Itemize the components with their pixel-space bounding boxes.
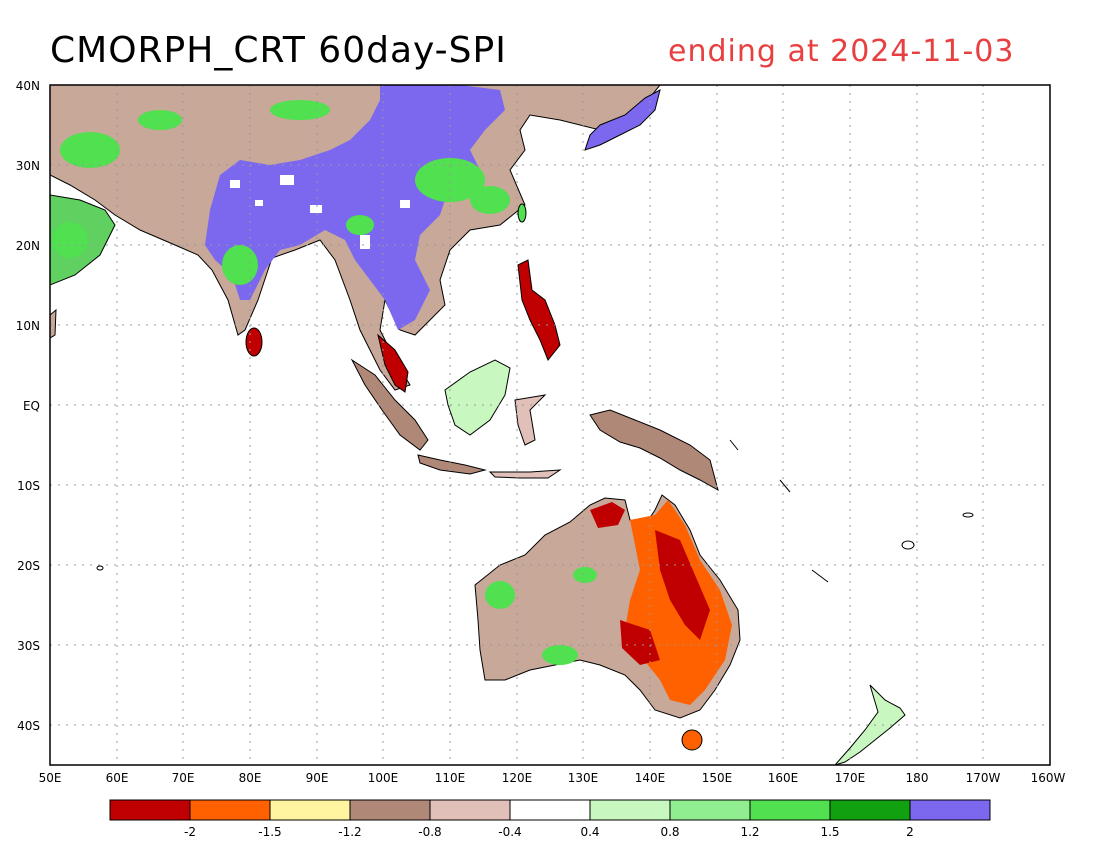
lat-label: 10S: [17, 479, 40, 493]
lat-label: 40S: [17, 719, 40, 733]
lat-label: 20S: [17, 559, 40, 573]
colorbar-swatch: [269, 799, 351, 821]
lat-labels: 40N 30N 20N 10N EQ 10S 20S 30S 40S: [16, 79, 40, 733]
colorbar-tick-label: -1.2: [338, 825, 361, 839]
sri-lanka: [245, 327, 263, 357]
taiwan: [517, 203, 527, 223]
lon-label: 70E: [172, 771, 195, 785]
tasmania: [681, 729, 703, 751]
malay-peninsula: [377, 333, 409, 393]
lon-label: 120E: [502, 771, 533, 785]
graticule: [50, 85, 1050, 765]
colorbar-tick-label: 1.2: [740, 825, 759, 839]
lon-label: 110E: [435, 771, 466, 785]
lon-label: 150E: [702, 771, 733, 785]
lesser-sunda: [488, 469, 562, 479]
lat-label: 10N: [16, 319, 40, 333]
colorbar: -2 -1.5 -1.2 -0.8 -0.4 0.4 0.8 1.2 1.5 2: [109, 799, 991, 839]
colorbar-swatch: [189, 799, 271, 821]
madagascar-edge: [50, 308, 57, 339]
lon-label: 60E: [106, 771, 129, 785]
java: [417, 454, 487, 475]
wet-region-asia: [205, 85, 505, 330]
lon-label: 170E: [835, 771, 866, 785]
lon-label: 130E: [568, 771, 599, 785]
colorbar-tick-label: -2: [184, 825, 196, 839]
colorbar-swatch: [109, 799, 191, 821]
colorbar-swatch: [589, 799, 671, 821]
colorbar-swatch: [349, 799, 431, 821]
colorbar-tick-label: -0.8: [418, 825, 441, 839]
colorbar-tick-label: -1.5: [258, 825, 281, 839]
australia-north-red: [590, 502, 625, 528]
lat-label: EQ: [23, 399, 40, 413]
colorbar-swatch: [429, 799, 511, 821]
lon-label: 180: [906, 771, 929, 785]
lon-label: 100E: [368, 771, 399, 785]
colorbar-swatch: [909, 799, 991, 821]
lon-label: 170W: [966, 771, 1001, 785]
philippines: [517, 259, 561, 361]
green-patches-asia: [52, 100, 510, 285]
lon-label: 90E: [306, 771, 329, 785]
borneo: [444, 359, 511, 436]
japan-landmass: [584, 89, 661, 151]
new-zealand: [834, 684, 906, 765]
lon-label: 140E: [635, 771, 666, 785]
colorbar-tick-label: 2: [906, 825, 914, 839]
australia-green-patches: [485, 567, 597, 665]
australia-very-dry: [655, 530, 710, 640]
colorbar-tick-label: 1.5: [820, 825, 839, 839]
colorbar-tick-label: 0.4: [580, 825, 599, 839]
colorbar-swatch: [829, 799, 911, 821]
new-guinea: [589, 409, 719, 492]
colorbar-tick-label: 0.8: [660, 825, 679, 839]
map-frame: [49, 84, 1051, 766]
lon-labels: 50E 60E 70E 80E 90E 100E 110E 120E 130E …: [39, 771, 1066, 785]
pacific-islands: [96, 439, 974, 583]
lat-label: 30S: [17, 639, 40, 653]
sulawesi: [514, 394, 547, 446]
lon-label: 80E: [239, 771, 262, 785]
colorbar-swatch: [509, 799, 591, 821]
lon-label: 50E: [39, 771, 62, 785]
lat-label: 20N: [16, 239, 40, 253]
white-patches-asia: [230, 175, 410, 249]
map-title: CMORPH_CRT 60day-SPI: [50, 30, 507, 71]
colorbar-swatch: [749, 799, 831, 821]
colorbar-swatch: [669, 799, 751, 821]
lon-label: 160E: [768, 771, 799, 785]
map-subtitle: ending at 2024-11-03: [668, 34, 1015, 69]
lat-label: 30N: [16, 159, 40, 173]
colorbar-tick-label: -0.4: [498, 825, 521, 839]
sumatra: [350, 358, 429, 451]
lon-label: 160W: [1031, 771, 1066, 785]
lat-label: 40N: [16, 79, 40, 93]
